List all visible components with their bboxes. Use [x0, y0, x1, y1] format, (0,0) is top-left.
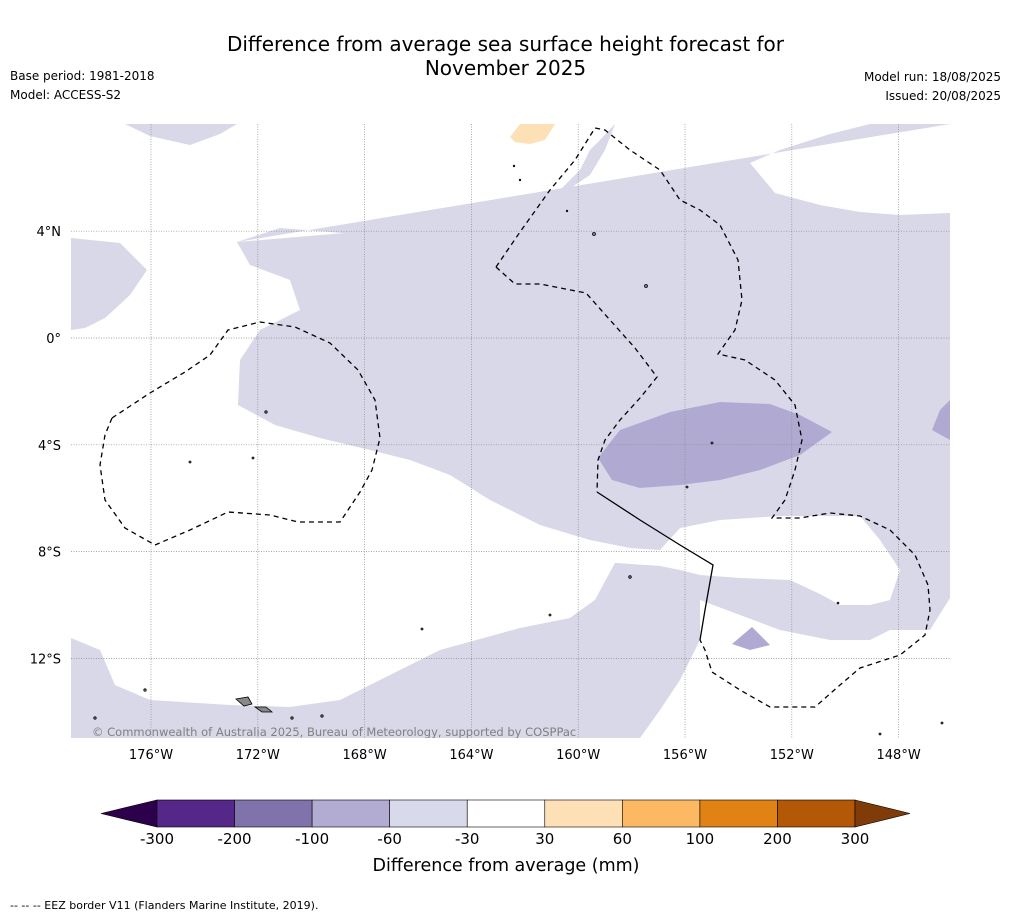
copyright-text: © Commonwealth of Australia 2025, Bureau… — [92, 725, 576, 739]
colorbar-tick-label: -30 — [455, 830, 480, 848]
colorbar-tick-label: -300 — [140, 830, 174, 848]
meta-left: Base period: 1981-2018 Model: ACCESS-S2 — [10, 67, 155, 105]
colorbar-tick-label: 30 — [535, 830, 554, 848]
map-area: © Commonwealth of Australia 2025, Bureau… — [71, 124, 950, 739]
lat-tick-label: 4°S — [38, 439, 61, 454]
meta-right: Model run: 18/08/2025 Issued: 20/08/2025 — [864, 68, 1001, 106]
longitude-labels: 176°W 172°W 168°W 164°W 160°W 156°W 152°W 148°W — [129, 748, 921, 763]
anomaly-region-light — [71, 124, 950, 738]
lon-tick-label: 152°W — [770, 748, 814, 763]
lon-tick-label: 164°W — [449, 748, 493, 763]
eez-borders — [99, 127, 931, 708]
lon-tick-label: 160°W — [556, 748, 600, 763]
colorbar-segment — [156, 799, 235, 828]
islands — [93, 164, 944, 736]
base-period: Base period: 1981-2018 — [10, 69, 155, 83]
model-name: Model: ACCESS-S2 — [10, 88, 122, 102]
colorbar-extend-high — [854, 799, 911, 828]
colorbar — [100, 799, 911, 828]
colorbar-segment — [234, 799, 313, 828]
title-line-1: Difference from average sea surface heig… — [226, 32, 785, 56]
issued-date: Issued: 20/08/2025 — [885, 89, 1001, 103]
lat-tick-label: 8°S — [38, 546, 61, 561]
colorbar-tick-label: 200 — [763, 830, 792, 848]
model-run: Model run: 18/08/2025 — [863, 70, 1001, 84]
colorbar-segment — [544, 799, 623, 828]
lat-tick-label: 12°S — [30, 652, 61, 667]
graticule — [71, 124, 950, 738]
colorbar-tick-label: -200 — [218, 830, 252, 848]
colorbar-segment — [699, 799, 778, 828]
lon-tick-label: 176°W — [129, 748, 173, 763]
colorbar-tick-label: -60 — [377, 830, 402, 848]
colorbar-tick-label: 100 — [686, 830, 715, 848]
anomaly-region-medium — [598, 400, 950, 650]
colorbar-segment — [311, 799, 390, 828]
colorbar-extend-low — [100, 799, 158, 828]
lat-tick-label: 4°N — [37, 225, 62, 240]
colorbar-segment — [622, 799, 701, 828]
colorbar-segment — [389, 799, 468, 828]
colorbar-segment — [777, 799, 856, 828]
colorbar-tick-label: 300 — [841, 830, 870, 848]
latitude-labels: 4°N 0° 4°S 8°S 12°S — [30, 225, 61, 667]
chart-title: Difference from average sea surface heig… — [0, 32, 1011, 80]
title-line-2: November 2025 — [424, 56, 587, 80]
colorbar-tick-labels: -300 -200 -100 -60 -30 30 60 100 200 300 — [140, 830, 869, 848]
colorbar-tick-label: 60 — [613, 830, 632, 848]
lat-tick-label: 0° — [46, 332, 61, 347]
colorbar-tick-label: -100 — [295, 830, 329, 848]
eez-footnote: -- -- -- EEZ border V11 (Flanders Marine… — [10, 899, 319, 912]
anomaly-region-positive — [510, 124, 555, 144]
lon-tick-label: 168°W — [343, 748, 387, 763]
colorbar-title: Difference from average (mm) — [372, 856, 639, 876]
lon-tick-label: 156°W — [663, 748, 707, 763]
lon-tick-label: 148°W — [877, 748, 921, 763]
colorbar-segment — [466, 799, 546, 828]
lon-tick-label: 172°W — [236, 748, 280, 763]
